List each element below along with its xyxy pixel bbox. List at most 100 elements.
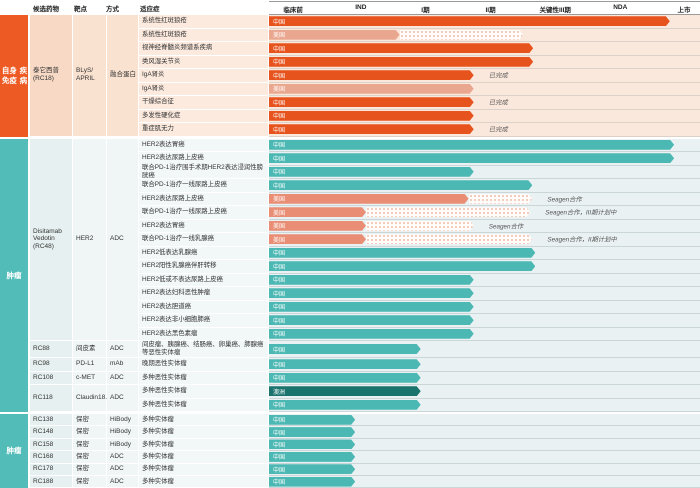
pipeline-row: HER2阳性乳腺癌伴肝转移 中国 <box>139 260 700 274</box>
column-header: 候选药物 <box>33 6 59 13</box>
indication-cell: 多种实体瘤 <box>139 463 268 476</box>
target-cell: PD-L1 <box>73 358 106 372</box>
drug-group: RC148 保密 HiBody 多种实体瘤 中国 <box>30 426 700 439</box>
phase-track: 中国 <box>269 398 700 412</box>
section: 肿瘤 RC138 保密 HiBody 多种实体瘤 中国 RC148 保密 HiBody 多种实体瘤… <box>0 414 700 488</box>
indication-cell: 视神经脊髓炎频谱系疾病 <box>139 42 268 56</box>
progress-bar: 中国 <box>269 140 674 150</box>
rows: 多种恶性实体瘤 澳洲 多种恶性实体瘤 中国 <box>139 385 700 412</box>
pipeline-row: IgA肾炎 美国 <box>139 82 700 96</box>
phase-track: 中国 <box>269 246 700 260</box>
status-note: 已完成 <box>488 99 508 107</box>
phase-track: 中国 <box>269 414 700 427</box>
phase-track: 中国 <box>269 109 700 123</box>
drug-name-cell: RC188 <box>30 475 72 488</box>
phase-track: 中国 已完成 <box>269 69 700 83</box>
status-note: Seagen合作，II期计划中 <box>547 236 617 244</box>
target-cell: Claudin18.2 <box>73 385 111 412</box>
progress-bar: 中国 <box>269 477 355 487</box>
phase-track: 美国 Seagen合作 <box>269 192 700 206</box>
pipeline-row: IgA肾炎 中国 已完成 <box>139 69 700 83</box>
pipeline-row: 联合PD-1治疗一线尿路上皮癌 美国 Seagen合作，III期计划中 <box>139 206 700 220</box>
planned-extension-bar <box>366 207 530 217</box>
progress-bar: 中国 <box>269 464 355 474</box>
region-badge: 美国 <box>273 210 286 217</box>
rows: 多种实体瘤 中国 <box>139 426 700 439</box>
progress-bar: 中国 <box>269 153 674 163</box>
modality-cell: 融合蛋白 <box>107 15 138 137</box>
drug-name-cell: RC138 <box>30 414 72 427</box>
drug-group: RC168 保密 ADC 多种实体瘤 中国 <box>30 451 700 464</box>
drug-name-cell: RC158 <box>30 438 72 452</box>
progress-bar: 中国 <box>269 359 421 369</box>
column-header: 适应症 <box>140 6 160 13</box>
indication-cell: 多种恶性实体瘤 <box>139 398 268 412</box>
pipeline-row: 多种恶性实体瘤 中国 <box>139 398 700 412</box>
progress-bar: 美国 <box>269 207 366 217</box>
region-badge: 中国 <box>273 430 286 437</box>
progress-bar: 中国 <box>269 452 355 462</box>
phase-track: 美国 Seagen合作，II期计划中 <box>269 233 700 247</box>
region-badge: 中国 <box>273 291 286 298</box>
progress-bar: 美国 <box>269 30 400 40</box>
rows: 多种实体瘤 中国 <box>139 475 700 488</box>
region-badge: 美国 <box>273 197 286 204</box>
indication-cell: HER2低或不表达尿路上皮癌 <box>139 273 268 287</box>
progress-bar: 中国 <box>269 97 474 107</box>
region-badge: 中国 <box>273 480 286 487</box>
phase-track: 中国 <box>269 327 700 341</box>
target-cell: BLyS/APRIL <box>73 15 106 137</box>
target-cell: 间皮素 <box>73 341 106 358</box>
target-cell: 保密 <box>73 463 106 476</box>
indication-cell: 多种恶性实体瘤 <box>139 371 268 385</box>
status-note: Seagen合作，III期计划中 <box>545 209 617 217</box>
pipeline-row: 多种恶性实体瘤 中国 <box>139 371 700 385</box>
drug-group: RC98 PD-L1 mAb 晚期恶性实体瘤 中国 <box>30 358 700 372</box>
drug-name-cell: RC88 <box>30 341 72 358</box>
indication-cell: HER2表达胃癌 <box>139 219 268 233</box>
progress-bar: 中国 <box>269 427 355 437</box>
region-badge: 美国 <box>273 87 286 94</box>
progress-bar: 美国 <box>269 84 474 94</box>
progress-bar: 中国 <box>269 124 474 134</box>
region-badge: 中国 <box>273 418 286 425</box>
drug-group: RC178 保密 ADC 多种实体瘤 中国 <box>30 463 700 476</box>
pipeline-row: 多发性硬化症 中国 <box>139 109 700 123</box>
rows: 多种实体瘤 中国 <box>139 438 700 452</box>
planned-extension-bar <box>366 234 532 244</box>
progress-bar: 中国 <box>269 439 355 449</box>
rows: 系统性红斑狼疮 中国 系统性红斑狼疮 美国 视神经脊髓炎频谱系疾病 中国 类风湿关节炎 中国 I… <box>139 15 700 137</box>
phase-label: 临床前 <box>283 7 303 14</box>
progress-bar: 中国 <box>269 43 533 53</box>
target-cell: HER2 <box>73 138 106 341</box>
pipeline-row: 多种实体瘤 中国 <box>139 451 700 464</box>
indication-cell: HER2低表达乳腺癌 <box>139 246 268 260</box>
indication-cell: 多种实体瘤 <box>139 438 268 452</box>
modality-cell: ADC <box>107 451 138 464</box>
indication-cell: HER2表达非小细胞肺癌 <box>139 314 268 328</box>
region-badge: 中国 <box>273 156 286 163</box>
region-badge: 中国 <box>273 170 286 177</box>
rows: 多种实体瘤 中国 <box>139 463 700 476</box>
target-cell: 保密 <box>73 426 106 439</box>
region-badge: 中国 <box>273 362 286 369</box>
rows: 多种实体瘤 中国 <box>139 451 700 464</box>
pipeline-row: 联合PD-1治疗一线乳腺癌 美国 Seagen合作，II期计划中 <box>139 233 700 247</box>
drug-name-cell: RC118 <box>30 385 72 412</box>
indication-cell: 联合PD-1治疗一线乳腺癌 <box>139 233 268 247</box>
indication-cell: HER2表达黑色素瘤 <box>139 327 268 341</box>
region-badge: 中国 <box>273 403 286 410</box>
indication-cell: HER2表达胃癌 <box>139 138 268 152</box>
drug-name-cell: 泰它西普 (RC18) <box>30 15 72 137</box>
indication-cell: 联合PD-1治疗一线尿路上皮癌 <box>139 179 268 193</box>
indication-cell: 多种实体瘤 <box>139 414 268 427</box>
phase-track: 中国 已完成 <box>269 96 700 110</box>
indication-cell: IgA肾炎 <box>139 82 268 96</box>
modality-cell: HiBody <box>107 426 138 439</box>
indication-cell: HER2表达胆道癌 <box>139 300 268 314</box>
modality-cell: ADC <box>107 385 138 412</box>
modality-cell: ADC <box>107 138 138 341</box>
indication-cell: 联合PD-1治疗围手术期HER2表达浸润性膀胱癌 <box>139 164 268 179</box>
pipeline-row: HER2表达非小细胞肺癌 中国 <box>139 314 700 328</box>
progress-bar: 美国 <box>269 221 366 231</box>
